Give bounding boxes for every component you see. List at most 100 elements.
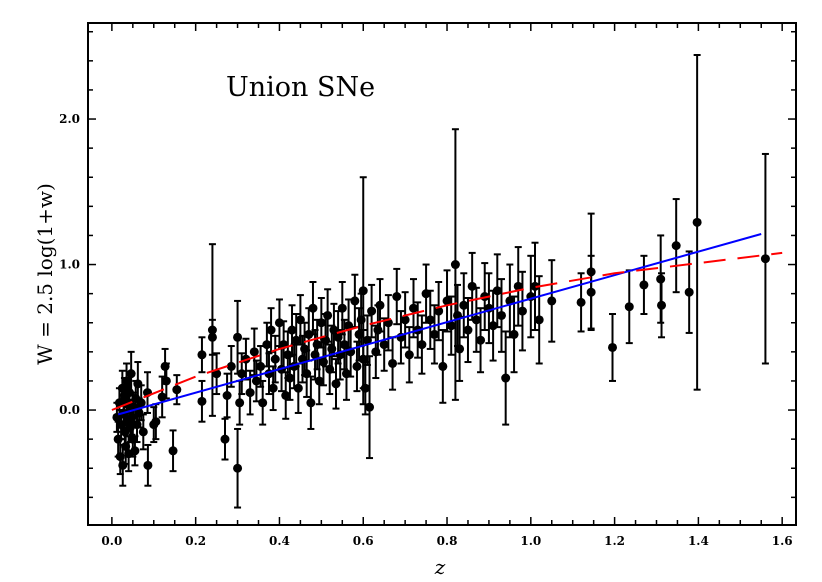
data-point xyxy=(388,358,398,368)
data-point xyxy=(373,325,383,335)
data-point xyxy=(287,325,297,335)
data-point xyxy=(656,274,666,284)
data-point xyxy=(339,340,349,350)
data-point xyxy=(467,281,477,291)
data-point xyxy=(576,297,586,307)
data-point xyxy=(496,310,506,320)
data-point xyxy=(488,321,498,331)
data-point xyxy=(197,350,207,360)
data-point xyxy=(360,383,370,393)
data-point xyxy=(281,390,291,400)
error-bars xyxy=(113,54,769,509)
data-point xyxy=(233,332,243,342)
data-point xyxy=(132,420,142,430)
data-point xyxy=(586,267,596,277)
data-point xyxy=(404,350,414,360)
data-point xyxy=(172,385,182,395)
data-point xyxy=(442,296,452,306)
model-curve-dashed-red xyxy=(111,251,783,411)
x-tick-label: 1.4 xyxy=(688,534,709,548)
data-point xyxy=(356,315,366,325)
data-point xyxy=(379,340,389,350)
data-point xyxy=(501,373,511,383)
data-point xyxy=(134,408,144,418)
data-point xyxy=(197,396,207,406)
data-point xyxy=(329,325,339,335)
data-point xyxy=(352,361,362,371)
data-point xyxy=(463,325,473,335)
x-tick-label: 0.4 xyxy=(269,534,290,548)
data-point xyxy=(639,280,649,290)
data-point xyxy=(115,452,125,462)
data-point xyxy=(327,344,337,354)
axis-ticks xyxy=(88,23,796,525)
data-point xyxy=(291,335,301,345)
data-point xyxy=(425,315,435,325)
data-point xyxy=(446,321,456,331)
x-tick-label: 0.6 xyxy=(353,534,374,548)
data-point xyxy=(256,361,266,371)
data-point xyxy=(138,427,148,437)
data-point xyxy=(133,379,143,389)
data-point xyxy=(310,350,320,360)
x-tick-label: 0.0 xyxy=(101,534,122,548)
data-point xyxy=(476,335,486,345)
data-point xyxy=(233,463,243,473)
linear-fit-line-blue xyxy=(117,233,762,416)
data-point xyxy=(266,325,276,335)
data-point xyxy=(409,303,419,313)
data-point xyxy=(124,388,134,398)
data-point xyxy=(455,344,465,354)
data-point xyxy=(314,376,324,386)
data-point xyxy=(547,296,557,306)
data-point xyxy=(245,388,255,398)
data-point xyxy=(226,361,236,371)
data-point xyxy=(136,398,146,408)
data-point xyxy=(157,392,167,402)
data-point xyxy=(375,300,385,310)
x-tick-label: 0.8 xyxy=(437,534,458,548)
data-point xyxy=(235,398,245,408)
data-point xyxy=(365,402,375,412)
data-point xyxy=(302,369,312,379)
data-point xyxy=(692,217,702,227)
data-point xyxy=(321,335,331,345)
data-point xyxy=(151,417,161,427)
y-tick-label: 1.0 xyxy=(59,258,80,272)
data-point xyxy=(429,329,439,339)
data-point xyxy=(608,342,618,352)
data-point xyxy=(671,241,681,251)
data-point xyxy=(657,300,667,310)
y-tick-label: 0.0 xyxy=(59,403,80,417)
data-point xyxy=(293,383,303,393)
data-point xyxy=(125,423,135,433)
data-point xyxy=(222,390,232,400)
data-point xyxy=(371,347,381,357)
data-point xyxy=(421,289,431,299)
data-point xyxy=(127,412,137,422)
y-tick-label: 2.0 xyxy=(59,112,80,126)
data-point xyxy=(128,434,138,444)
data-point xyxy=(417,340,427,350)
data-point xyxy=(160,361,170,371)
x-tick-label: 1.0 xyxy=(520,534,541,548)
data-point xyxy=(492,286,502,296)
data-point xyxy=(624,302,634,312)
data-point xyxy=(316,318,326,328)
data-points xyxy=(112,217,770,473)
data-point xyxy=(471,315,481,325)
x-tick-label: 0.2 xyxy=(185,534,206,548)
data-point xyxy=(268,383,278,393)
fit-lines xyxy=(111,233,783,416)
data-point xyxy=(312,340,322,350)
data-point xyxy=(530,281,540,291)
plot-frame xyxy=(87,22,797,526)
data-point xyxy=(333,332,343,342)
data-point xyxy=(117,383,127,393)
data-point xyxy=(295,315,305,325)
data-point xyxy=(114,398,124,408)
data-point xyxy=(113,434,123,444)
data-point xyxy=(362,335,372,345)
data-point xyxy=(684,287,694,297)
